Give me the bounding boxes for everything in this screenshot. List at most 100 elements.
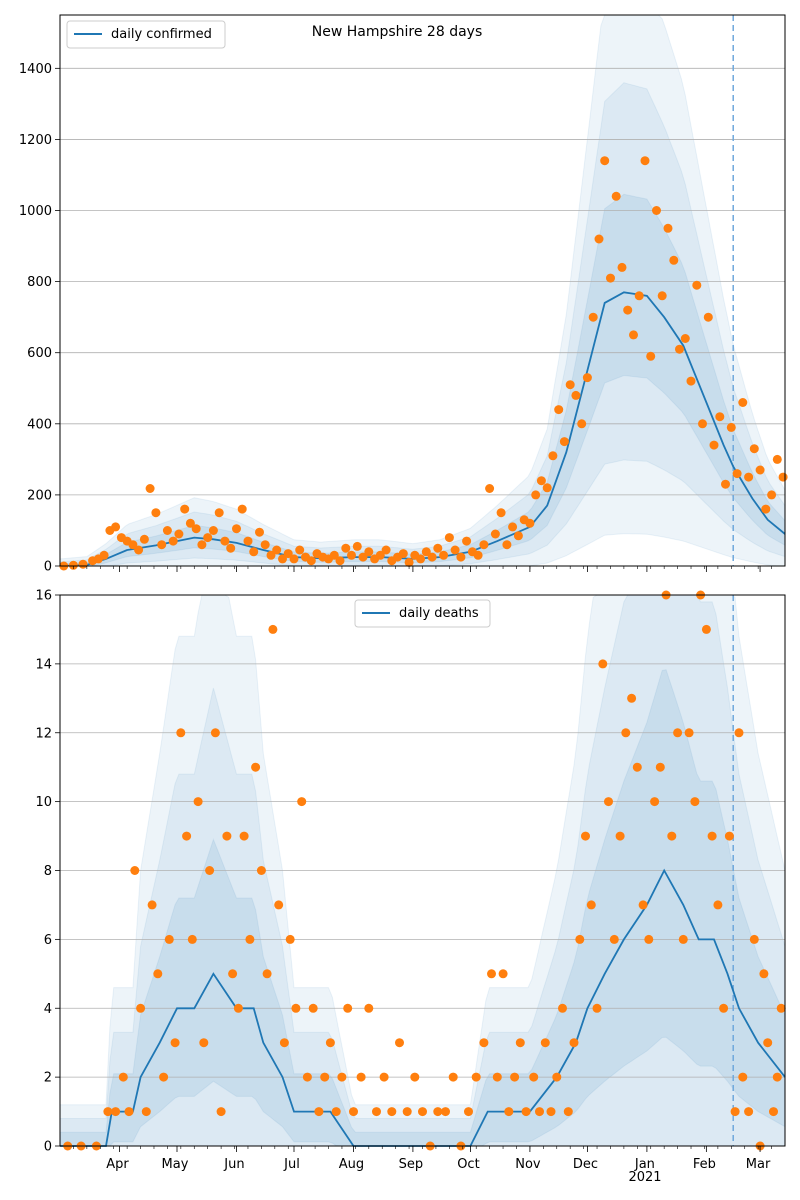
deaths-observed-points [63, 590, 786, 1151]
confirmed-point [68, 560, 78, 570]
confirmed-point [439, 550, 449, 560]
confirmed-point [134, 545, 144, 555]
confirmed-point [347, 550, 356, 560]
confirmed-y-axis: 0 200 400 600 800 1000 1200 1400 [19, 62, 60, 575]
confirmed-point [197, 540, 207, 550]
deaths-point [314, 1107, 324, 1117]
deaths-point [515, 1038, 525, 1048]
confirmed-point [220, 536, 230, 546]
confirmed-point [433, 543, 443, 553]
confirmed-point [675, 344, 684, 354]
deaths-point [471, 1072, 481, 1082]
confirmed-point [358, 552, 368, 562]
confirmed-point [502, 540, 512, 550]
confirmed-point [78, 559, 88, 569]
confirmed-point [496, 508, 506, 518]
confirmed-ytick-label: 200 [27, 488, 52, 503]
deaths-point [535, 1107, 544, 1117]
deaths-xtick-label: Jun [223, 1157, 244, 1172]
confirmed-point [295, 545, 305, 555]
confirmed-point [548, 451, 558, 461]
deaths-point [325, 1038, 335, 1048]
deaths-point [141, 1107, 151, 1117]
confirmed-point [640, 156, 650, 166]
deaths-point [763, 1038, 773, 1048]
deaths-point [521, 1107, 531, 1117]
deaths-point [684, 728, 694, 738]
deaths-point [124, 1107, 134, 1117]
deaths-point [205, 866, 215, 875]
deaths-xtick-label: Dec [573, 1157, 598, 1172]
deaths-legend-box [354, 599, 491, 628]
confirmed-point [214, 508, 224, 518]
deaths-point [448, 1072, 458, 1082]
deaths-point [598, 659, 608, 669]
deaths-point [356, 1072, 366, 1082]
deaths-point [262, 969, 272, 979]
deaths-point [667, 831, 677, 841]
confirmed-point [513, 531, 523, 541]
confirmed-point [571, 390, 581, 400]
confirmed-point [767, 490, 777, 500]
confirmed-point [381, 545, 391, 555]
confirmed-point [600, 156, 610, 166]
deaths-point [504, 1107, 514, 1117]
deaths-point [734, 728, 744, 738]
confirmed-point [180, 504, 190, 514]
deaths-point [245, 934, 255, 944]
deaths-point [690, 797, 700, 807]
confirmed-point [559, 437, 569, 447]
confirmed-point [145, 484, 155, 493]
confirmed-legend-box [66, 20, 226, 49]
deaths-xtick-label: Mar [746, 1157, 771, 1172]
deaths-point [274, 900, 284, 910]
deaths-point [609, 934, 619, 944]
deaths-point [410, 1072, 420, 1082]
deaths-point [103, 1107, 113, 1117]
confirmed-point [341, 543, 351, 553]
confirmed-point [162, 526, 172, 535]
confirmed-point [151, 508, 161, 518]
deaths-point [187, 934, 197, 944]
deaths-point [395, 1038, 404, 1048]
confirmed-point [352, 541, 362, 551]
confirmed-point [111, 522, 121, 532]
deaths-x-axis: Apr May Jun Jul Aug Sep Oct Nov Dec Jan Feb Mar [73, 1146, 772, 1172]
deaths-point [433, 1107, 443, 1117]
year-label: 2021 [628, 1170, 661, 1185]
deaths-ytick-label: 0 [44, 1140, 52, 1155]
confirmed-point [185, 518, 195, 528]
deaths-point [707, 831, 717, 841]
confirmed-point [715, 412, 725, 422]
confirmed-point [462, 536, 472, 546]
confirmed-point [652, 206, 661, 215]
confirmed-point [203, 533, 213, 543]
deaths-point [222, 831, 232, 841]
deaths-point [592, 1003, 602, 1013]
confirmed-point [266, 550, 276, 560]
deaths-point [749, 934, 759, 944]
confirmed-point [306, 556, 316, 566]
deaths-point [147, 900, 157, 910]
deaths-point [159, 1072, 169, 1082]
deaths-ytick-label: 8 [44, 864, 52, 879]
deaths-point [464, 1107, 473, 1117]
confirmed-point [404, 557, 414, 567]
deaths-legend: daily deaths [354, 599, 491, 628]
deaths-point [563, 1107, 573, 1117]
confirmed-point [375, 550, 385, 560]
deaths-point [769, 1107, 778, 1117]
confirmed-point [778, 472, 788, 482]
deaths-point [320, 1072, 330, 1082]
deaths-point [673, 728, 683, 738]
deaths-point [364, 1003, 374, 1013]
deaths-point [130, 866, 140, 875]
confirmed-point [208, 526, 218, 535]
confirmed-point [232, 524, 241, 534]
deaths-point [479, 1038, 489, 1048]
deaths-point [581, 831, 590, 841]
confirmed-point [588, 312, 598, 322]
deaths-point [730, 1107, 740, 1117]
confirmed-point [473, 550, 483, 560]
chart-title: New Hampshire 28 days [312, 24, 483, 40]
